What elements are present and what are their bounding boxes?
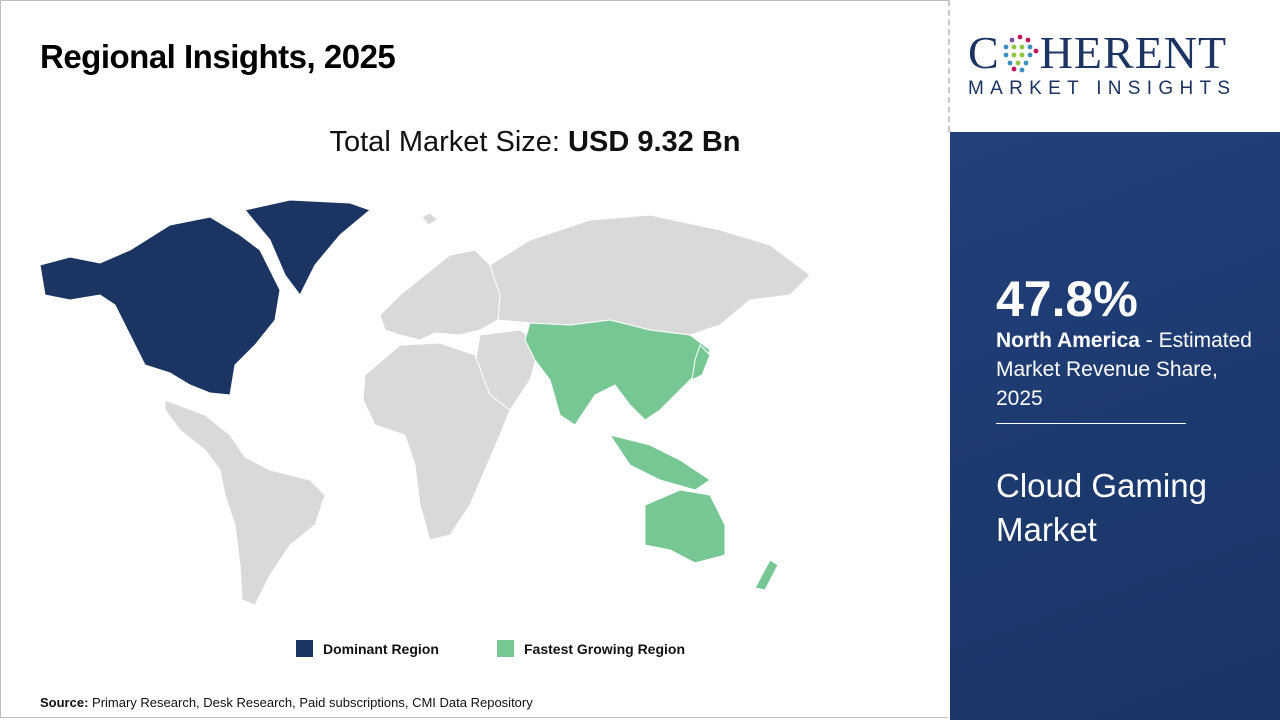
legend-swatch-dominant	[296, 640, 313, 657]
other-regions	[164, 212, 811, 606]
total-market-size: Total Market Size: USD 9.32 Bn	[0, 126, 1070, 159]
company-logo: C HERENT MARKET INSIGHTS	[968, 30, 1263, 100]
share-text: - Estimated Market Revenue Share, 2025	[996, 329, 1252, 410]
logo-subtitle: MARKET INSIGHTS	[968, 78, 1237, 99]
region-europe	[379, 249, 501, 341]
legend-label-fastest: Fastest Growing Region	[524, 640, 686, 657]
content-frame	[0, 0, 948, 718]
divider	[948, 0, 950, 132]
globe-dots-icon	[1003, 34, 1039, 73]
logo-wordmark: C HERENT	[968, 27, 1228, 78]
page-title: Regional Insights, 2025	[40, 38, 396, 75]
world-map	[39, 199, 811, 606]
region-latin-america	[164, 399, 326, 606]
fastest-growing-region-asia-pacific	[524, 319, 779, 591]
share-region: North America	[996, 329, 1140, 352]
highlight-panel: 47.8% North America - Estimated Market R…	[950, 132, 1280, 720]
share-description: North America - Estimated Market Revenue…	[996, 326, 1266, 413]
source-label: Source:	[40, 695, 89, 710]
region-africa	[362, 342, 511, 541]
total-market-label: Total Market Size:	[329, 126, 560, 158]
legend-swatch-fastest	[497, 640, 514, 657]
dominant-region-north-america	[39, 199, 371, 396]
region-russia	[489, 214, 811, 336]
panel-divider	[996, 423, 1186, 424]
share-percentage: 47.8%	[996, 271, 1138, 327]
legend-dominant: Dominant Region	[296, 640, 439, 657]
legend-label-dominant: Dominant Region	[323, 640, 439, 657]
market-name: Cloud Gaming Market	[996, 467, 1207, 548]
source-note: Source: Primary Research, Desk Research,…	[40, 695, 533, 710]
source-text: Primary Research, Desk Research, Paid su…	[92, 695, 533, 710]
region-greenland-iceland	[421, 212, 439, 226]
total-market-value: USD 9.32 Bn	[568, 126, 741, 158]
legend-fastest: Fastest Growing Region	[497, 640, 685, 657]
